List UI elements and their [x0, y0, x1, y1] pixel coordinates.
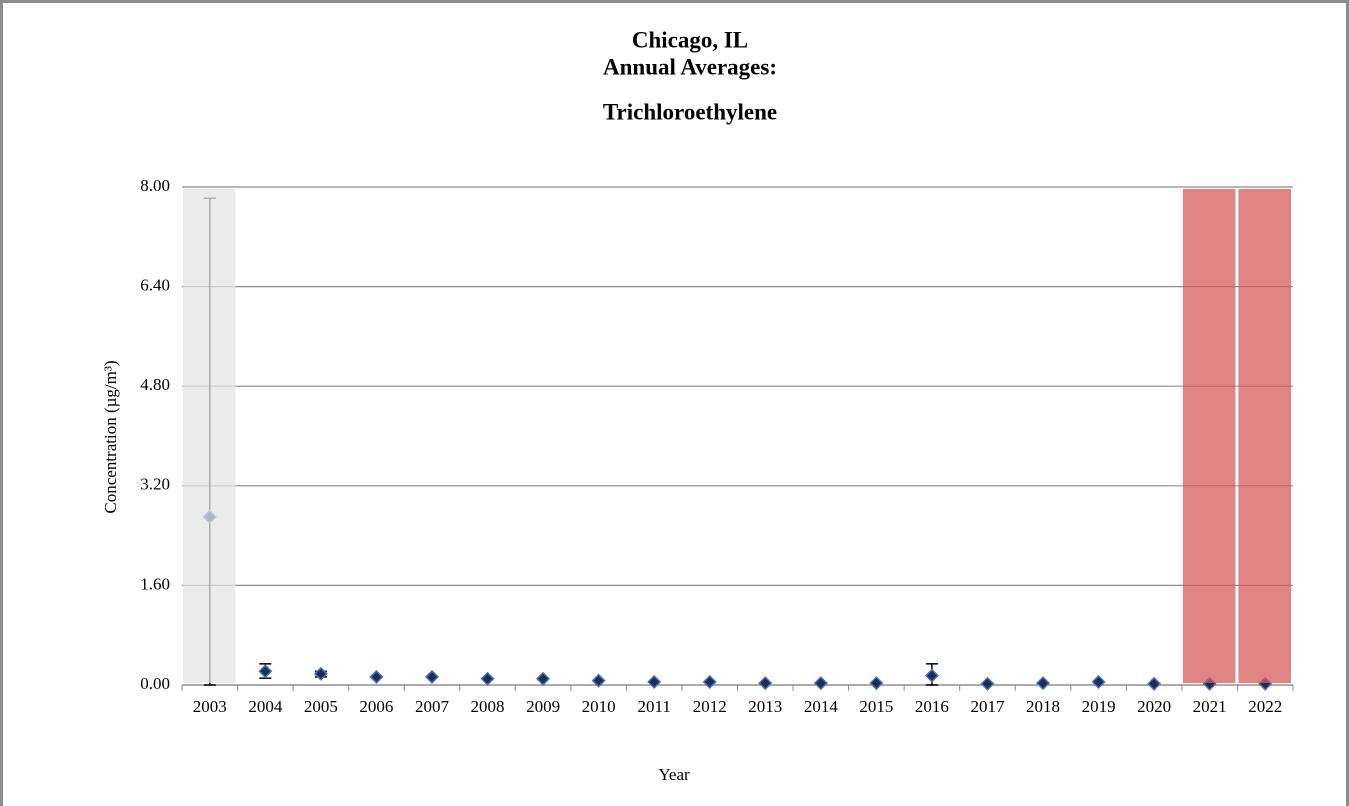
y-tick-label: 8.00: [140, 176, 170, 195]
x-axis-label: Year: [658, 765, 690, 784]
data-point: [424, 669, 440, 684]
y-tick-label: 6.40: [140, 276, 170, 295]
x-tick-label: 2015: [859, 697, 893, 716]
x-tick-label: 2018: [1026, 697, 1060, 716]
data-point: [702, 674, 717, 689]
x-tick-label: 2005: [304, 697, 338, 716]
y-tick-label: 0.00: [140, 674, 170, 693]
chart-title: Annual Averages:: [603, 54, 777, 79]
data-point: [813, 676, 828, 691]
data-point: [1091, 674, 1106, 689]
chart-title: Trichloroethylene: [603, 99, 777, 124]
x-tick-label: 2008: [471, 697, 505, 716]
data-point: [980, 676, 995, 691]
y-axis-label: Concentration (µg/m³): [101, 360, 120, 513]
data-point: [1147, 676, 1162, 691]
shaded-band: [1182, 189, 1236, 683]
data-point: [480, 671, 495, 686]
data-point: [647, 674, 662, 689]
data-point: [258, 664, 273, 679]
x-tick-label: 2011: [637, 697, 670, 716]
x-tick-label: 2014: [804, 697, 839, 716]
shaded-band: [183, 189, 236, 683]
chart-title: Chicago, IL: [632, 27, 748, 52]
x-tick-label: 2006: [359, 697, 393, 716]
data-point: [1035, 676, 1051, 691]
x-tick-label: 2003: [193, 697, 227, 716]
x-tick-label: 2012: [693, 697, 727, 716]
data-point: [758, 676, 773, 691]
data-point: [313, 666, 328, 681]
data-point: [369, 669, 384, 684]
x-tick-label: 2007: [415, 697, 450, 716]
x-tick-label: 2022: [1248, 697, 1282, 716]
data-point: [536, 671, 551, 686]
x-tick-label: 2013: [748, 697, 782, 716]
x-tick-label: 2019: [1082, 697, 1116, 716]
y-tick-label: 4.80: [140, 375, 170, 394]
x-tick-label: 2021: [1193, 697, 1227, 716]
y-tick-label: 3.20: [140, 475, 170, 494]
x-tick-label: 2010: [582, 697, 616, 716]
x-tick-label: 2009: [526, 697, 560, 716]
y-tick-label: 1.60: [140, 574, 170, 593]
x-tick-label: 2004: [248, 697, 283, 716]
shaded-band: [1238, 189, 1291, 683]
x-tick-label: 2017: [970, 697, 1005, 716]
data-point: [869, 676, 884, 691]
data-point: [924, 668, 939, 683]
data-point: [591, 673, 606, 688]
x-tick-label: 2020: [1137, 697, 1171, 716]
x-tick-label: 2016: [915, 697, 949, 716]
